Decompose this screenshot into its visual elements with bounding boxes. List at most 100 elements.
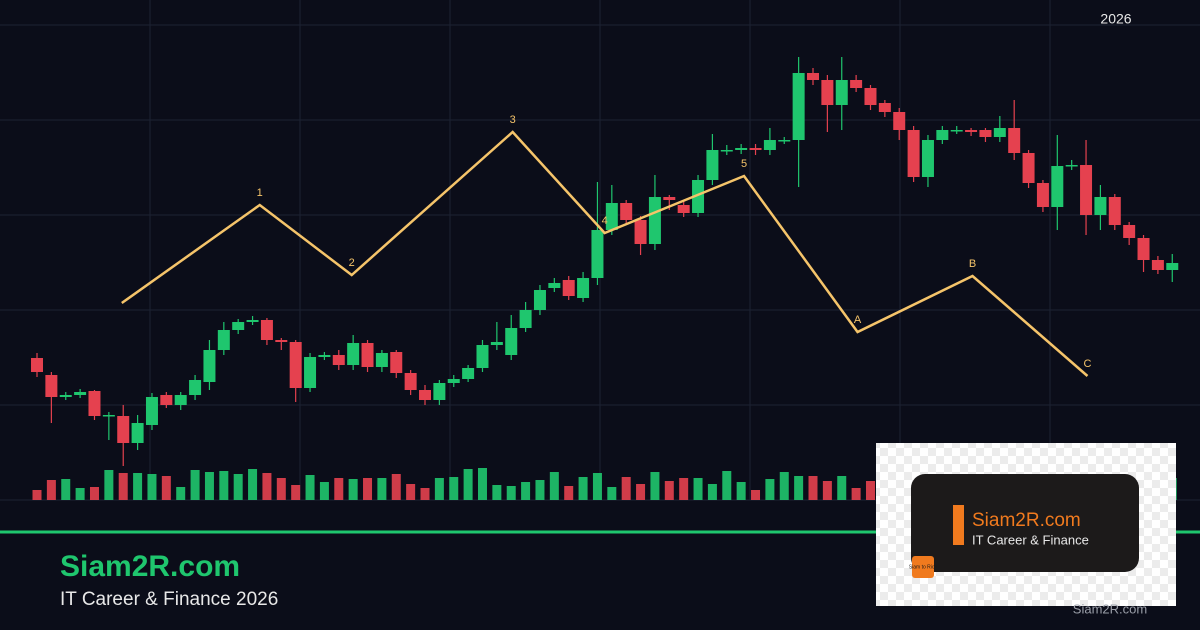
candle-body [562,280,575,296]
volume-bar [765,479,775,500]
volume-bar [276,478,286,500]
candle-body [878,103,891,112]
candle-body [692,180,705,213]
candle-body [548,283,561,288]
candle-body [419,390,432,400]
candle-body [677,205,690,213]
watermark-brand: Siam2R.com [972,510,1081,531]
candle-body [993,128,1006,137]
volume-bar [248,469,258,500]
candle-body [189,380,202,395]
volume-bar [477,468,487,500]
credit: Siam2R.com [1073,601,1147,616]
candle-body [778,140,791,142]
candle-body [1065,165,1078,167]
volume-bar [305,475,315,500]
volume-bar [262,473,272,500]
wave-label: 5 [741,158,747,170]
volume-bar [664,481,674,500]
candle-body [174,395,187,405]
candle-body [1080,165,1093,215]
candle-body [936,130,949,140]
candle-body [663,197,676,200]
candle-body [864,88,877,105]
candle-body [648,197,661,244]
volume-bar [319,482,329,500]
candle-body [117,416,130,443]
candle-body [749,148,762,150]
volume-bar [822,481,832,500]
volume-bar [837,476,847,500]
volume-bar [449,477,459,500]
candle-body [31,358,44,372]
volume-bar [564,486,574,500]
volume-bar [32,490,42,500]
tagline: IT Career & Finance 2026 [60,589,278,610]
watermark-tagline: IT Career & Finance [972,532,1089,547]
volume-bar [463,469,473,500]
volume-bar [636,484,646,500]
candle-body [232,322,245,330]
candle-body [706,150,719,180]
volume-bar [779,472,789,500]
volume-bar [434,478,444,500]
volume-bar [190,470,200,500]
candle-body [433,383,446,400]
wave-label: 3 [510,114,516,126]
candle-body [390,352,403,373]
candle-body [720,150,733,152]
candle-body [289,342,302,388]
candle-body [533,290,546,310]
volume-bar [204,472,214,500]
wave-label: 1 [257,187,263,199]
candle-body [519,310,532,328]
candle-body [1108,197,1121,225]
candle-body [591,230,604,278]
volume-bar [75,488,85,500]
candle-body [203,350,216,382]
volume-bar [592,473,602,500]
candle-body [304,357,317,388]
candle-body [950,130,963,132]
candle-body [347,343,360,365]
candle-body [145,397,158,425]
volume-bar [679,478,689,500]
wave-label: 2 [349,257,355,269]
candle-body [462,368,475,379]
volume-bar [176,487,186,500]
candle-body [74,392,87,395]
volume-bar [61,479,71,500]
year: 2026 [1100,11,1131,27]
volume-bar [751,490,761,500]
volume-bar [334,478,344,500]
volume-bar [46,480,56,500]
candle-body [792,73,805,140]
volume-bar [707,484,717,500]
candle-body [921,140,934,177]
wave-label: 4 [602,215,608,227]
candle-body [217,330,230,350]
volume-bar [492,485,502,500]
candle-body [1094,197,1107,215]
candle-body [246,320,259,322]
watermark-box [911,474,1139,572]
volume-bar [736,482,746,500]
candle-body [490,342,503,345]
candle-body [605,203,618,230]
candle-body [907,130,920,177]
candle-body [835,80,848,105]
volume-bar [363,478,373,500]
candle-body [1008,128,1021,153]
candle-body [102,415,115,417]
volume-bar [291,485,301,500]
watermark-icon-text: Siam to Rich [909,564,938,570]
candle-body [1036,183,1049,207]
volume-bar [693,478,703,500]
volume-bar [147,474,157,500]
candle-body [620,203,633,220]
volume-bar [549,472,559,500]
watermark: Siam2R.com IT Career & Finance Siam to R… [876,443,1176,606]
candle-body [361,343,374,367]
